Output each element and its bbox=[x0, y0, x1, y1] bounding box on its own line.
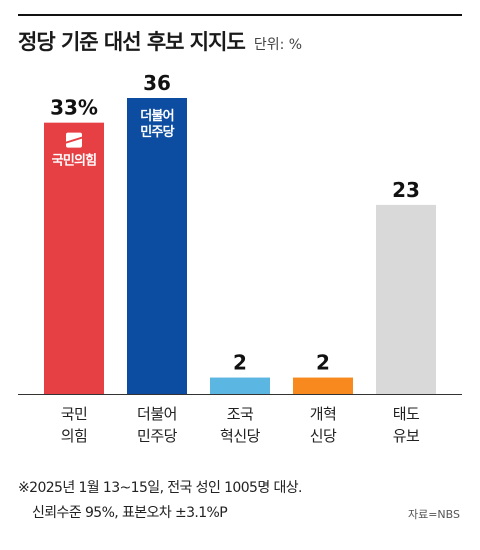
bar-0 bbox=[44, 122, 104, 394]
title-row: 정당 기준 대선 후보 지지도 단위: % bbox=[18, 26, 302, 56]
ppp-logo-icon-text: 국민의힘 bbox=[52, 153, 97, 169]
bar-4 bbox=[376, 204, 436, 394]
category-label-1-0: 더불어 bbox=[137, 405, 177, 423]
chart-title: 정당 기준 대선 후보 지지도 bbox=[18, 30, 246, 54]
dpk-logo-icon-line-1: 민주당 bbox=[140, 124, 174, 140]
top-rule bbox=[18, 14, 462, 16]
source-label: 자료=NBS bbox=[407, 508, 460, 521]
category-label-0-1: 의힘 bbox=[61, 427, 88, 445]
bar-1 bbox=[127, 98, 187, 394]
value-label-0: 33% bbox=[50, 96, 98, 120]
category-label-1-1: 민주당 bbox=[137, 427, 178, 445]
ppp-logo-icon bbox=[66, 132, 82, 148]
value-label-2: 2 bbox=[233, 351, 247, 375]
unit-label: 단위: % bbox=[253, 37, 303, 53]
bar-chart: 33%국민의힘36더불어민주당2조국혁신당2개혁신당23태도유보국민의힘더불어민… bbox=[18, 71, 462, 445]
category-label-3-0: 개혁 bbox=[310, 405, 337, 423]
value-label-1: 36 bbox=[143, 71, 171, 95]
value-label-3: 2 bbox=[316, 351, 330, 375]
ppp-logo-icon-cut bbox=[66, 136, 82, 144]
survey-note: ※2025년 1월 13~15일, 전국 성인 1005명 대상. bbox=[18, 480, 302, 496]
margin-note: 신뢰수준 95%, 표본오차 ±3.1%P bbox=[32, 505, 228, 521]
category-label-2-0: 조국 bbox=[227, 405, 254, 423]
category-label-4-1: 유보 bbox=[393, 427, 420, 445]
value-label-4: 23 bbox=[392, 178, 420, 202]
category-label-4-0: 태도 bbox=[393, 405, 420, 423]
bar-3 bbox=[293, 377, 353, 394]
bar-2 bbox=[210, 377, 270, 394]
category-label-0-0: 국민 bbox=[61, 405, 88, 423]
dpk-logo-icon-line-0: 더불어 bbox=[140, 108, 173, 124]
category-label-2-1: 혁신당 bbox=[220, 427, 261, 445]
category-label-3-1: 신당 bbox=[310, 427, 337, 445]
